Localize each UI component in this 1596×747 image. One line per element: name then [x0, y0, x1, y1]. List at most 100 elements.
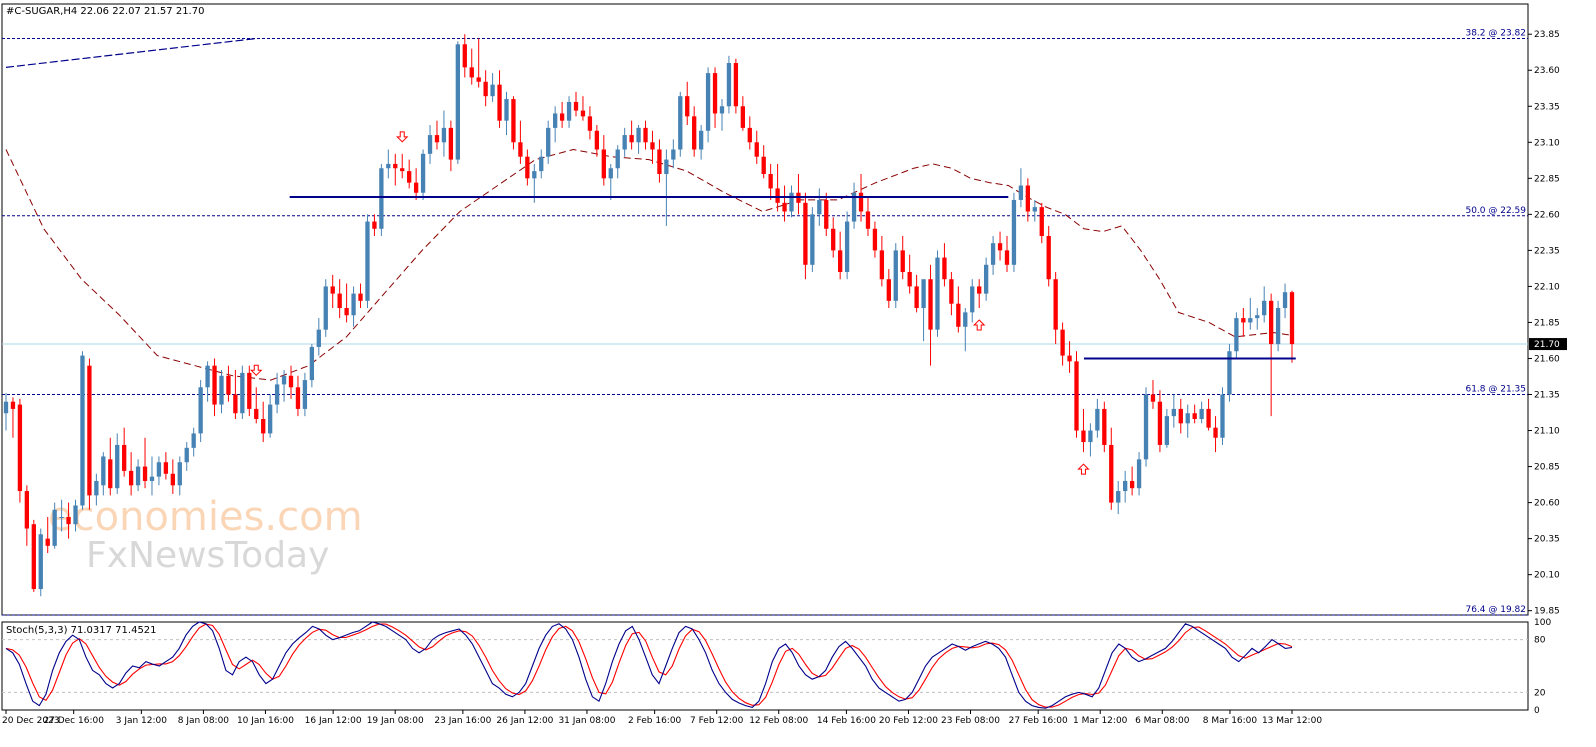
candle-bear [163, 462, 169, 474]
candle-bull [990, 243, 996, 265]
time-tick-label: 6 Mar 08:00 [1135, 716, 1190, 726]
moving-average [5, 148, 1293, 381]
arrow-down [250, 364, 263, 377]
candle-bull [73, 505, 78, 525]
candle-bear [10, 401, 16, 409]
candle-bull [198, 387, 203, 434]
candle-bear [1268, 300, 1274, 345]
candle-bear [330, 286, 335, 294]
candle-bull [455, 44, 460, 160]
price-tick-label: 23.10 [1534, 138, 1560, 148]
time-tick-label: 13 Mar 12:00 [1262, 716, 1322, 726]
current-price-tag [1529, 338, 1567, 351]
candle-bull [156, 462, 162, 477]
arrow-down [396, 131, 409, 143]
candle-bull [622, 135, 627, 150]
candle-bear [1129, 480, 1135, 489]
candle-bull [80, 355, 85, 506]
candle-bear [1067, 355, 1072, 362]
price-tick-label: 21.35 [1534, 391, 1560, 401]
candle-bull [135, 466, 141, 486]
candle-bull [316, 329, 321, 347]
candle-bull [664, 159, 669, 174]
candle-bear [865, 211, 871, 229]
candle-bear [45, 538, 50, 546]
candle-bull [1088, 430, 1093, 443]
candle-bear [1206, 408, 1211, 428]
candle-bear [900, 250, 905, 272]
candle-bear [1046, 235, 1051, 280]
stoch-tick-label: 20 [1534, 688, 1546, 698]
candle-bear [128, 470, 134, 486]
price-tick-label: 21.60 [1534, 354, 1560, 364]
candle-bull [705, 73, 711, 131]
candle-bear [601, 149, 606, 179]
time-tick-label: 20 Feb 12:00 [879, 716, 938, 726]
candle-bear [233, 394, 238, 414]
candle-bear [580, 110, 586, 117]
candle-bear [1081, 430, 1086, 443]
candle-bull [302, 380, 308, 409]
candle-bear [712, 73, 718, 114]
price-tick-label: 22.60 [1534, 210, 1560, 220]
candle-bull [351, 293, 356, 316]
candles [3, 34, 1295, 597]
candle-bear [288, 375, 294, 388]
candle-bear [768, 174, 773, 189]
candle-bull [935, 257, 940, 330]
candle-bull [789, 192, 794, 212]
candle-bull [566, 101, 572, 121]
watermark-fxnewstoday: FxNewsToday [86, 535, 329, 576]
candle-bear [1025, 185, 1031, 212]
candle-bull [608, 168, 613, 179]
candle-bull [1234, 318, 1239, 352]
candle-bear [775, 188, 780, 203]
candle-bull [281, 375, 287, 385]
candle-bull [1282, 292, 1288, 309]
candle-bear [1074, 361, 1079, 431]
price-tick-label: 21.85 [1534, 318, 1560, 328]
candle-bull [1220, 394, 1225, 438]
candle-bear [754, 142, 759, 157]
candle-bear [956, 303, 961, 327]
candle-bull [191, 433, 196, 448]
candle-bear [1150, 394, 1156, 402]
candle-bull [149, 476, 155, 481]
candle-bull [851, 192, 857, 222]
candle-bull [844, 221, 850, 272]
candle-bull [817, 199, 822, 215]
candle-bull [219, 375, 224, 405]
candle-bear [1157, 401, 1163, 445]
candle-bear [761, 156, 766, 174]
candle-bear [462, 44, 467, 68]
candle-bull [636, 127, 641, 143]
candle-bull [1136, 459, 1142, 489]
candle-bull [38, 534, 43, 590]
candle-bear [733, 63, 739, 107]
candle-bull [205, 365, 210, 388]
stochastic-label: Stoch(5,3,3) 71.0317 71.4521 [6, 625, 157, 636]
time-tick-label: 12 Feb 08:00 [749, 716, 808, 726]
candle-bear [1039, 207, 1044, 236]
candle-bear [650, 142, 655, 150]
candle-bear [692, 116, 697, 150]
candle-bear [511, 99, 516, 143]
candle-bull [1248, 318, 1253, 323]
candle-bear [879, 250, 885, 280]
candle-bull [810, 214, 815, 265]
time-tick-label: 8 Mar 16:00 [1203, 716, 1258, 726]
candle-bull [539, 156, 544, 172]
candle-bull [1011, 199, 1017, 265]
candle-bear [413, 182, 419, 193]
candle-bull [441, 127, 447, 143]
time-tick-label: 3 Jan 12:00 [116, 716, 168, 726]
price-tick-label: 23.60 [1534, 66, 1560, 76]
candle-bear [434, 135, 440, 143]
candle-bull [267, 404, 273, 434]
candle-bear [108, 459, 113, 489]
candle-bear [142, 466, 148, 481]
candle-bull [115, 444, 120, 489]
candle-bull [1255, 315, 1260, 319]
